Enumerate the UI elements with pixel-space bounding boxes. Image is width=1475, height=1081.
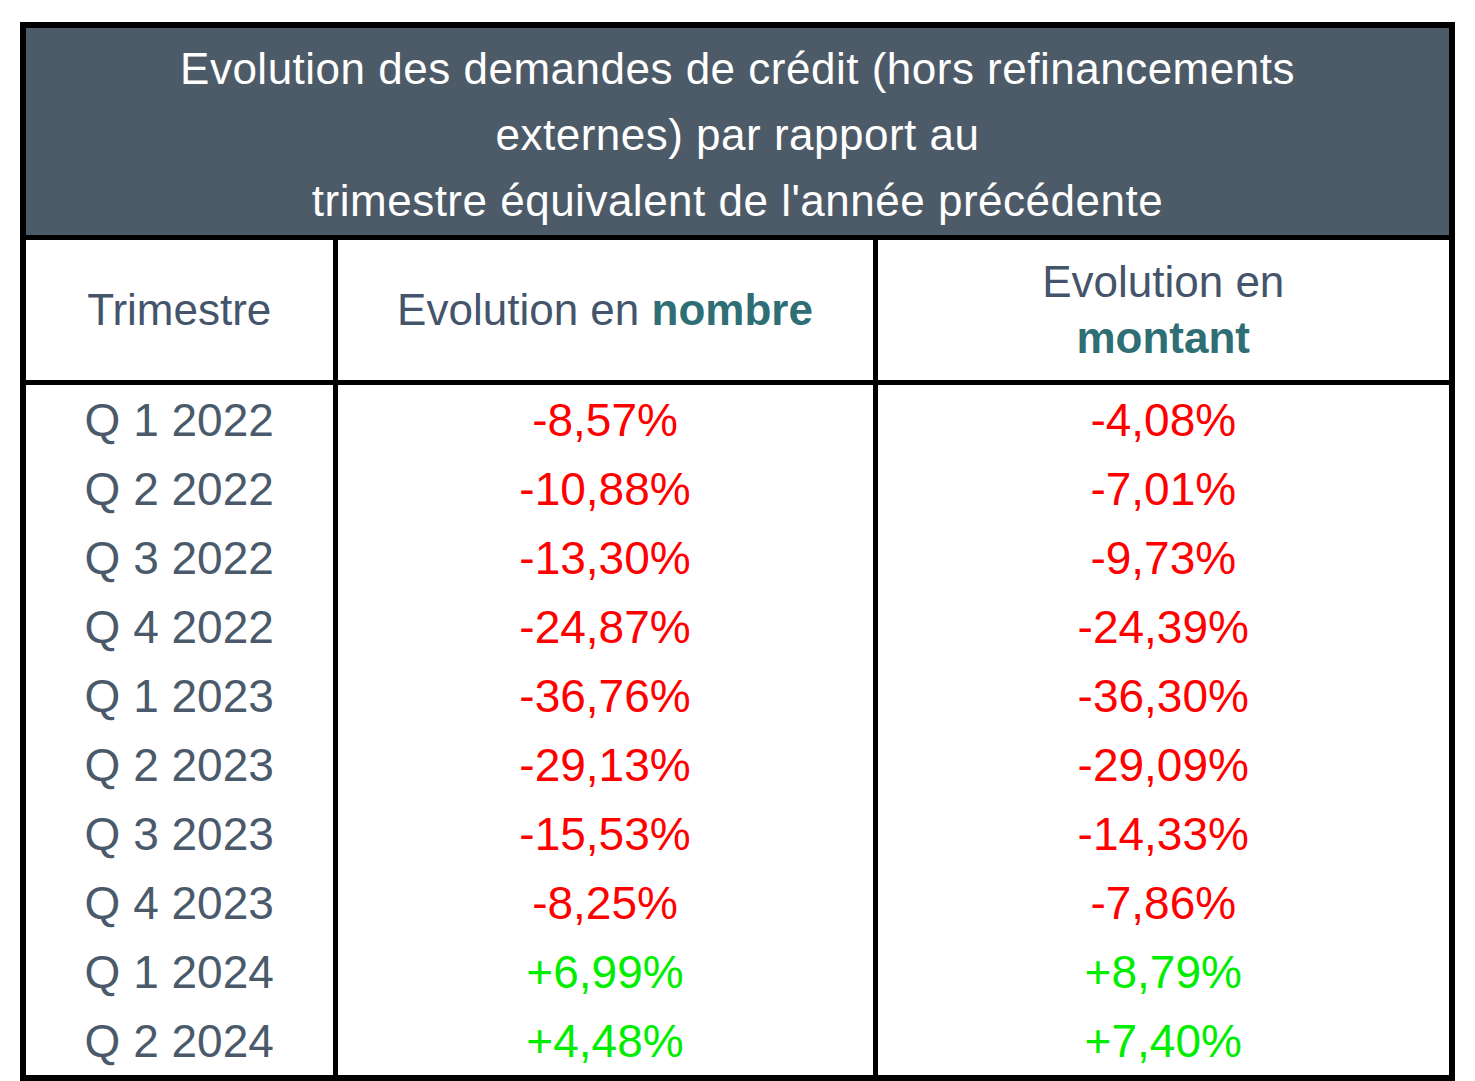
data-table: Trimestre Evolution en nombre Evolution …	[26, 240, 1449, 1075]
table-title-line-2: externes) par rapport au	[26, 102, 1449, 168]
evolution-number-value: -8,57%	[335, 383, 875, 455]
quarter-label: Q 1 2023	[26, 661, 335, 730]
quarter-label: Q 3 2023	[26, 799, 335, 868]
table-row: Q 1 2024 +6,99% +8,79%	[26, 937, 1449, 1006]
quarter-label: Q 2 2024	[26, 1006, 335, 1075]
quarter-label: Q 1 2022	[26, 383, 335, 455]
screenshot-page: Evolution des demandes de crédit (hors r…	[0, 0, 1475, 1081]
evolution-number-value: -10,88%	[335, 454, 875, 523]
table-row: Q 3 2022 -13,30% -9,73%	[26, 523, 1449, 592]
evolution-amount-value: -29,09%	[875, 730, 1449, 799]
col-header-montant-prefix: Evolution en	[1042, 257, 1284, 306]
evolution-number-value: -36,76%	[335, 661, 875, 730]
evolution-number-value: -24,87%	[335, 592, 875, 661]
col-header-trimestre: Trimestre	[26, 240, 335, 383]
table-row: Q 4 2022 -24,87% -24,39%	[26, 592, 1449, 661]
table-row: Q 2 2023 -29,13% -29,09%	[26, 730, 1449, 799]
evolution-amount-value: -36,30%	[875, 661, 1449, 730]
evolution-number-value: -8,25%	[335, 868, 875, 937]
quarter-label: Q 1 2024	[26, 937, 335, 1006]
col-header-nombre-bold: nombre	[652, 285, 813, 334]
table-row: Q 2 2022 -10,88% -7,01%	[26, 454, 1449, 523]
col-header-trimestre-label: Trimestre	[87, 285, 271, 334]
evolution-number-value: +6,99%	[335, 937, 875, 1006]
credit-evolution-table: Evolution des demandes de crédit (hors r…	[20, 22, 1455, 1081]
table-row: Q 3 2023 -15,53% -14,33%	[26, 799, 1449, 868]
table-row: Q 2 2024 +4,48% +7,40%	[26, 1006, 1449, 1075]
quarter-label: Q 2 2022	[26, 454, 335, 523]
quarter-label: Q 4 2023	[26, 868, 335, 937]
quarter-label: Q 2 2023	[26, 730, 335, 799]
table-title: Evolution des demandes de crédit (hors r…	[26, 28, 1449, 240]
table-title-line-3: trimestre équivalent de l'année précéden…	[26, 168, 1449, 234]
evolution-amount-value: -9,73%	[875, 523, 1449, 592]
evolution-amount-value: -24,39%	[875, 592, 1449, 661]
evolution-number-value: -15,53%	[335, 799, 875, 868]
col-header-evolution-montant: Evolution en montant	[875, 240, 1449, 383]
col-header-evolution-nombre: Evolution en nombre	[335, 240, 875, 383]
quarter-label: Q 3 2022	[26, 523, 335, 592]
evolution-amount-value: -7,86%	[875, 868, 1449, 937]
table-row: Q 1 2022 -8,57% -4,08%	[26, 383, 1449, 455]
evolution-number-value: -13,30%	[335, 523, 875, 592]
table-row: Q 4 2023 -8,25% -7,86%	[26, 868, 1449, 937]
evolution-amount-value: -4,08%	[875, 383, 1449, 455]
evolution-number-value: +4,48%	[335, 1006, 875, 1075]
evolution-amount-value: -14,33%	[875, 799, 1449, 868]
col-header-montant-bold: montant	[1076, 313, 1250, 362]
col-header-nombre-prefix: Evolution en	[397, 285, 651, 334]
evolution-amount-value: +8,79%	[875, 937, 1449, 1006]
evolution-amount-value: +7,40%	[875, 1006, 1449, 1075]
table-row: Q 1 2023 -36,76% -36,30%	[26, 661, 1449, 730]
table-body: Q 1 2022 -8,57% -4,08% Q 2 2022 -10,88% …	[26, 383, 1449, 1076]
evolution-amount-value: -7,01%	[875, 454, 1449, 523]
evolution-number-value: -29,13%	[335, 730, 875, 799]
table-title-line-1: Evolution des demandes de crédit (hors r…	[26, 36, 1449, 102]
quarter-label: Q 4 2022	[26, 592, 335, 661]
header-row: Trimestre Evolution en nombre Evolution …	[26, 240, 1449, 383]
